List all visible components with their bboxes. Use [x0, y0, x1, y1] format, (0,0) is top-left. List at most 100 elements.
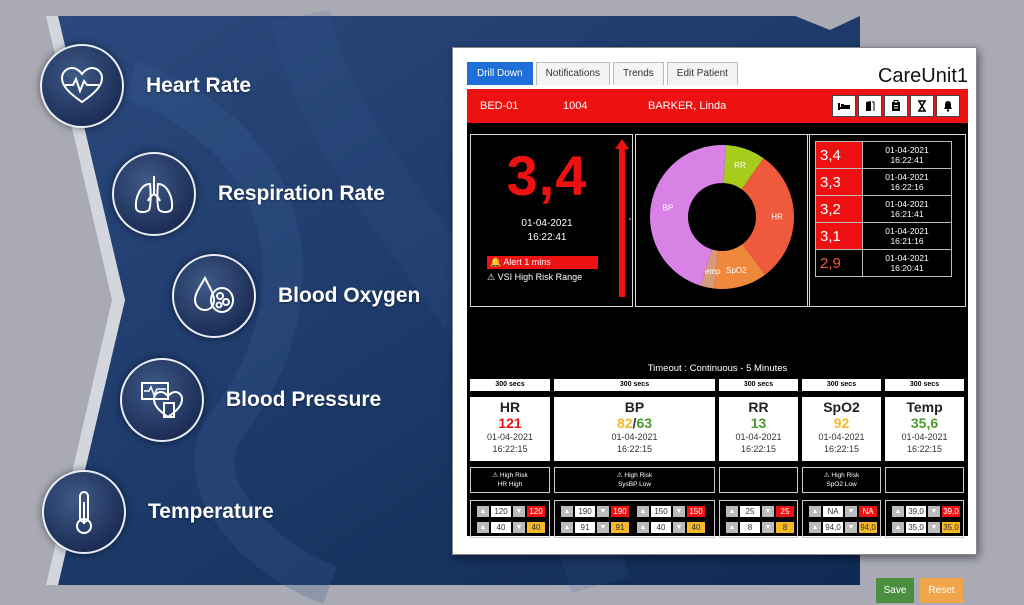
vital-time: 16:22:15	[740, 444, 777, 454]
risk-level: ⚠ High Risk	[555, 471, 714, 480]
limits-area	[470, 497, 964, 533]
history-timestamp: 01-04-2021 16:21:16	[862, 222, 952, 250]
lungs-icon	[112, 152, 196, 236]
risk-box-spo2: ⚠ High Risk SpO2 Low	[802, 467, 881, 493]
increase-arrow-icon[interactable]: ▲	[726, 506, 738, 517]
risk-level: ⚠ High Risk	[471, 471, 549, 480]
clipboard-icon[interactable]	[884, 95, 908, 117]
limit-value: NA	[823, 506, 843, 517]
vital-card-hr: HR 121 01-04-2021 16:22:15	[470, 397, 550, 461]
tab-drill-down[interactable]: Drill Down	[467, 62, 533, 85]
feature-label: Respiration Rate	[218, 182, 385, 205]
warning-icon: ⚠	[492, 472, 500, 479]
risk-level-label: High Risk	[499, 472, 528, 479]
vital-value: 82/63	[554, 415, 715, 431]
increase-arrow-icon[interactable]: ▲	[892, 522, 904, 533]
vital-name: HR	[499, 399, 521, 415]
donut-label-bp: BP	[663, 203, 674, 212]
decrease-arrow-icon[interactable]: ▼	[673, 522, 685, 533]
increase-arrow-icon[interactable]: ▲	[477, 522, 489, 533]
window-secs-hr: 300 secs	[470, 379, 550, 391]
risk-level-label: High Risk	[831, 472, 860, 479]
history-score: 2,9	[815, 249, 863, 277]
tab-edit-patient[interactable]: Edit Patient	[666, 62, 738, 85]
hourglass-icon[interactable]	[910, 95, 934, 117]
risk-box-hr: ⚠ High Risk HR High	[470, 467, 550, 493]
lower-limit-row: ▲ 94,0 ▼ 94,0	[809, 522, 877, 533]
risk-level: ⚠ High Risk	[803, 471, 880, 480]
limit-value: 40	[651, 522, 671, 533]
feature-blood-pressure: Blood Pressure	[120, 358, 381, 442]
limit-value: 8	[740, 522, 760, 533]
warning-icon: ⚠	[823, 472, 832, 479]
decrease-arrow-icon[interactable]: ▼	[928, 506, 940, 517]
upper-limit-row: ▲ 190 ▼ 190 ▲ 150 ▼ 150	[561, 506, 705, 517]
decrease-arrow-icon[interactable]: ▼	[513, 522, 525, 533]
vital-card-temp: Temp 35,6 01-04-2021 16:22:15	[885, 397, 964, 461]
vital-name: Temp	[906, 399, 943, 415]
risk-reason: SpO2 Low	[826, 481, 857, 488]
tab-trends[interactable]: Trends	[613, 62, 664, 85]
decrease-arrow-icon[interactable]: ▼	[673, 506, 685, 517]
increase-arrow-icon[interactable]: ▲	[809, 522, 821, 533]
history-timestamp: 01-04-2021 16:21:41	[862, 195, 952, 223]
increase-arrow-icon[interactable]: ▲	[892, 506, 904, 517]
donut-label-spo2: SpO2	[726, 266, 747, 275]
bell-icon[interactable]	[936, 95, 960, 117]
limit-badge: 91	[611, 522, 629, 533]
risk-level-label: High Risk	[624, 472, 653, 479]
reset-button[interactable]: Reset	[920, 578, 963, 603]
limit-controls-hr: ▲ 120 ▼ 120 ▲ 40 ▼ 40	[470, 500, 550, 538]
tab-notifications[interactable]: Notifications	[535, 62, 611, 85]
decrease-arrow-icon[interactable]: ▼	[597, 506, 609, 517]
donut-segment-rr	[723, 145, 764, 190]
history-score: 3,2	[815, 195, 863, 223]
vital-date: 01-04-2021	[611, 432, 658, 442]
decrease-arrow-icon[interactable]: ▼	[513, 506, 525, 517]
increase-arrow-icon[interactable]: ▲	[561, 506, 573, 517]
vital-value-diastolic: 63	[636, 415, 653, 431]
increase-arrow-icon[interactable]: ▲	[637, 522, 649, 533]
feature-heart-rate: Heart Rate	[40, 44, 251, 128]
upper-limit-row: ▲ NA ▼ NA	[809, 506, 877, 517]
lower-limit-row: ▲ 8 ▼ 8	[726, 522, 794, 533]
increase-arrow-icon[interactable]: ▲	[561, 522, 573, 533]
limit-badge: 40	[687, 522, 705, 533]
decrease-arrow-icon[interactable]: ▼	[928, 522, 940, 533]
decrease-arrow-icon[interactable]: ▼	[845, 522, 857, 533]
vital-value: 92	[833, 415, 850, 431]
vital-date: 01-04-2021	[901, 432, 948, 442]
increase-arrow-icon[interactable]: ▲	[637, 506, 649, 517]
limit-badge: 39,0	[942, 506, 960, 517]
limit-badge: 190	[611, 506, 629, 517]
lower-limit-row: ▲ 35,0 ▼ 35,0	[892, 522, 960, 533]
vital-contribution-donut: RR HR SpO2 Temp BP	[649, 145, 794, 289]
limit-value: 94,0	[823, 522, 843, 533]
heart-rate-icon	[40, 44, 124, 128]
history-timestamp: 01-04-2021 16:22:16	[862, 168, 952, 196]
history-box	[807, 134, 966, 307]
history-score: 3,3	[815, 168, 863, 196]
risk-box-bp: ⚠ High Risk SysBP Low	[554, 467, 715, 493]
blood-cells-icon	[172, 254, 256, 338]
lower-limit-row: ▲ 91 ▼ 91 ▲ 40 ▼ 40	[561, 522, 705, 533]
tab-bar: Drill Down Notifications Trends Edit Pat…	[467, 62, 738, 85]
increase-arrow-icon[interactable]: ▲	[477, 506, 489, 517]
increase-arrow-icon[interactable]: ▲	[726, 522, 738, 533]
history-row: 3,4 01-04-2021 16:22:41	[815, 141, 952, 169]
limit-badge: 150	[687, 506, 705, 517]
bed-icon[interactable]	[832, 95, 856, 117]
limit-badge: 40	[527, 522, 545, 533]
decrease-arrow-icon[interactable]: ▼	[845, 506, 857, 517]
increase-arrow-icon[interactable]: ▲	[809, 506, 821, 517]
save-button[interactable]: Save	[876, 578, 914, 603]
blood-pressure-icon	[120, 358, 204, 442]
vsi-history-table: 3,4 01-04-2021 16:22:41 3,3 01-04-2021 16:22:…	[815, 141, 952, 277]
limit-value: 91	[575, 522, 595, 533]
decrease-arrow-icon[interactable]: ▼	[762, 506, 774, 517]
vital-card-rr: RR 13 01-04-2021 16:22:15	[719, 397, 798, 461]
door-exit-icon[interactable]	[858, 95, 882, 117]
trend-arrow-gauge	[615, 139, 631, 297]
decrease-arrow-icon[interactable]: ▼	[597, 522, 609, 533]
decrease-arrow-icon[interactable]: ▼	[762, 522, 774, 533]
